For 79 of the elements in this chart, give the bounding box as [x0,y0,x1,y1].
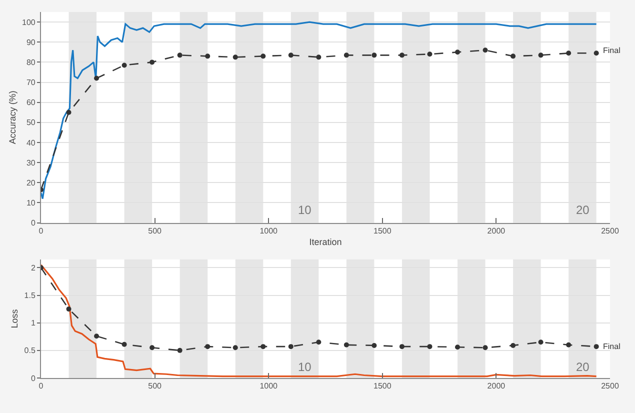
y-tick-label: 1 [30,318,36,328]
y-tick-label: 0.5 [24,346,36,356]
annotation: Final [603,342,621,351]
point [427,344,432,350]
x-tick-label: 1500 [374,382,392,391]
point [66,306,72,312]
point [94,76,100,81]
point [510,54,516,59]
point [316,54,322,60]
x-tick-label: 1500 [374,226,392,236]
y-tick-label: 50 [26,118,36,128]
point [372,342,377,348]
point [122,62,127,68]
point [427,52,432,57]
x-tick-label: 2500 [601,226,620,236]
point [594,50,599,56]
point [150,60,155,65]
point [455,344,460,350]
point [316,340,322,345]
y-tick-label: 40 [26,138,36,148]
point [288,52,294,58]
x-axis-title: Iteration [309,237,342,248]
annotation: 10 [298,203,312,217]
x-tick-label: 1000 [260,226,278,236]
x-tick-label: 500 [148,382,162,391]
point [372,52,377,58]
point [594,344,599,350]
line-series [41,264,598,378]
point [205,54,210,59]
point [205,344,210,350]
point [344,52,349,58]
y-tick-label: 0 [30,374,36,383]
point [177,348,182,353]
annotation: 20 [576,360,590,374]
y-tick-label: 90 [26,38,36,47]
point [566,342,572,348]
point [260,54,266,59]
point [566,50,572,56]
x-tick-label: 2000 [487,382,506,391]
point [232,54,238,60]
x-tick-label: 2000 [487,226,506,236]
point [122,342,127,347]
x-tick-label: 0 [38,226,44,236]
y-axis-title: Accuracy (%) [7,90,18,144]
annotation: 20 [576,203,590,217]
point [482,48,488,53]
point [538,340,544,345]
x-tick-label: 1000 [260,382,278,391]
y-axis-title: Loss [10,308,20,328]
point [150,345,155,350]
point [94,334,100,339]
y-tick-label: 20 [26,178,36,188]
point [177,52,182,58]
y-tick-label: 100 [22,18,36,27]
line-series [41,21,598,200]
y-tick-label: 2 [30,263,36,272]
point [510,342,516,348]
annotation: Final [603,46,621,55]
y-tick-label: 10 [26,198,36,208]
y-tick-label: 1.5 [24,291,36,300]
point [66,110,72,115]
point [455,50,460,55]
y-tick-label: 30 [26,158,36,168]
point [482,345,488,350]
x-tick-label: 0 [38,382,44,391]
point [399,344,404,350]
point [538,52,544,58]
x-tick-label: 2500 [601,382,620,391]
point [260,344,266,350]
y-tick-label: 80 [26,58,36,67]
point [344,342,349,348]
point [288,344,294,350]
x-tick-label: 500 [148,226,162,236]
point [399,52,404,58]
y-tick-label: 60 [26,98,36,108]
y-tick-label: 0 [30,218,36,228]
annotation: 10 [298,360,312,374]
point [232,345,238,350]
y-tick-label: 70 [26,78,36,88]
